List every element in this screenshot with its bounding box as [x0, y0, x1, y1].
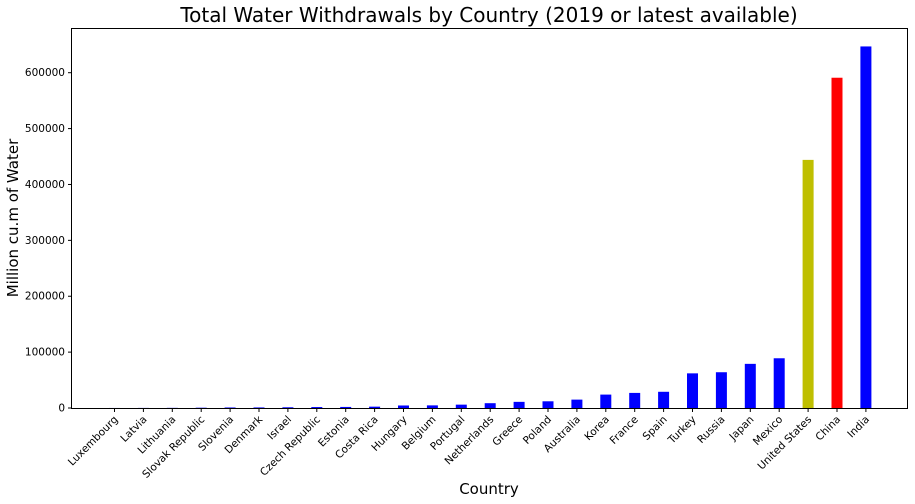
bar	[513, 401, 525, 408]
bar	[658, 391, 670, 408]
bar	[629, 392, 641, 408]
bar	[455, 404, 467, 408]
bar	[369, 406, 381, 408]
bar	[398, 405, 409, 408]
x-tick-label: India	[845, 414, 872, 441]
y-tick-label: 500000	[25, 123, 65, 135]
bar	[600, 394, 612, 408]
bar	[426, 405, 438, 408]
bar	[860, 46, 872, 409]
x-tick-label: Russia	[695, 414, 727, 446]
bar	[802, 159, 814, 408]
y-tick-label: 0	[58, 403, 65, 415]
x-tick-label: Luxembourg	[66, 414, 121, 469]
y-axis-label: Million cu.m of Water	[4, 138, 22, 297]
plot-frame	[71, 28, 908, 409]
y-tick-label: 600000	[25, 67, 65, 79]
bar	[773, 358, 785, 408]
y-tick-label: 400000	[25, 179, 65, 191]
x-tick-label: France	[608, 414, 641, 447]
bar	[571, 399, 583, 408]
bar	[715, 372, 727, 408]
x-tick-label: Greece	[490, 414, 525, 449]
chart-title: Total Water Withdrawals by Country (2019…	[179, 3, 797, 27]
bar	[744, 363, 756, 408]
x-tick-label: China	[813, 414, 843, 444]
bar	[253, 407, 265, 409]
y-tick-label: 300000	[25, 235, 65, 247]
bar	[831, 77, 843, 408]
x-axis-label: Country	[459, 480, 519, 498]
y-tick-label: 100000	[25, 347, 65, 359]
bar	[311, 407, 323, 408]
bar	[687, 373, 698, 408]
bar	[282, 407, 294, 408]
x-tick-label: Turkey	[665, 414, 698, 447]
bar	[542, 401, 554, 408]
bar	[224, 407, 236, 409]
y-tick-label: 200000	[25, 291, 65, 303]
bar	[340, 406, 352, 408]
bar	[484, 403, 496, 408]
